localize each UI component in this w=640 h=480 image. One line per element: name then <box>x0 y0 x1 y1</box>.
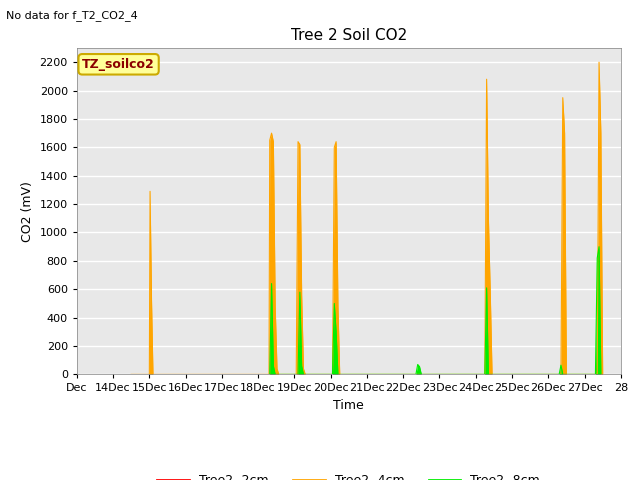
Text: TZ_soilco2: TZ_soilco2 <box>82 58 155 71</box>
Text: No data for f_T2_CO2_4: No data for f_T2_CO2_4 <box>6 10 138 21</box>
Y-axis label: CO2 (mV): CO2 (mV) <box>21 181 34 241</box>
Legend: Tree2 -2cm, Tree2 -4cm, Tree2 -8cm: Tree2 -2cm, Tree2 -4cm, Tree2 -8cm <box>152 469 545 480</box>
X-axis label: Time: Time <box>333 399 364 412</box>
Title: Tree 2 Soil CO2: Tree 2 Soil CO2 <box>291 28 407 43</box>
